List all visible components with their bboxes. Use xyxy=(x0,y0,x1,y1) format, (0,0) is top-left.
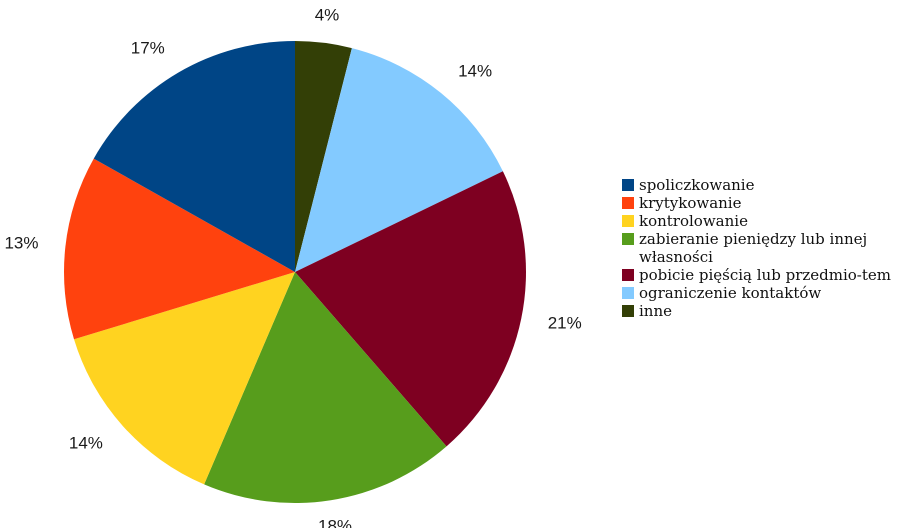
legend-label: ograniczenie kontaktów xyxy=(639,284,905,302)
legend-swatch xyxy=(622,269,634,281)
pie-data-label: 14% xyxy=(69,434,103,453)
legend-swatch xyxy=(622,233,634,245)
pie-data-label: 21% xyxy=(548,313,582,332)
legend-item-ograniczenie-kontaktow: ograniczenie kontaktów xyxy=(622,284,905,302)
legend-label: kontrolowanie xyxy=(639,212,905,230)
legend-item-inne: inne xyxy=(622,302,905,320)
legend-label: zabieranie pieniędzy lub innej własności xyxy=(639,230,905,266)
legend-label: spoliczkowanie xyxy=(639,176,905,194)
legend-swatch xyxy=(622,287,634,299)
legend-item-kontrolowanie: kontrolowanie xyxy=(622,212,905,230)
legend: spoliczkowanie krytykowanie kontrolowani… xyxy=(622,176,905,320)
legend-swatch xyxy=(622,197,634,209)
legend-swatch xyxy=(622,215,634,227)
legend-label: pobicie pięścią lub przedmio-tem xyxy=(639,266,905,284)
pie-data-label: 17% xyxy=(131,39,165,58)
pie-data-label: 18% xyxy=(318,516,352,528)
legend-label: inne xyxy=(639,302,905,320)
legend-item-spoliczkowanie: spoliczkowanie xyxy=(622,176,905,194)
legend-label: krytykowanie xyxy=(639,194,905,212)
pie-slices xyxy=(64,41,526,503)
legend-swatch xyxy=(622,179,634,191)
pie-data-label: 4% xyxy=(315,5,340,24)
legend-swatch xyxy=(622,305,634,317)
legend-item-krytykowanie: krytykowanie xyxy=(622,194,905,212)
legend-item-zabieranie-pieniedzy: zabieranie pieniędzy lub innej własności xyxy=(622,230,905,266)
pie-data-label: 13% xyxy=(4,233,38,252)
pie-data-label: 14% xyxy=(458,62,492,81)
legend-item-pobicie: pobicie pięścią lub przedmio-tem xyxy=(622,266,905,284)
